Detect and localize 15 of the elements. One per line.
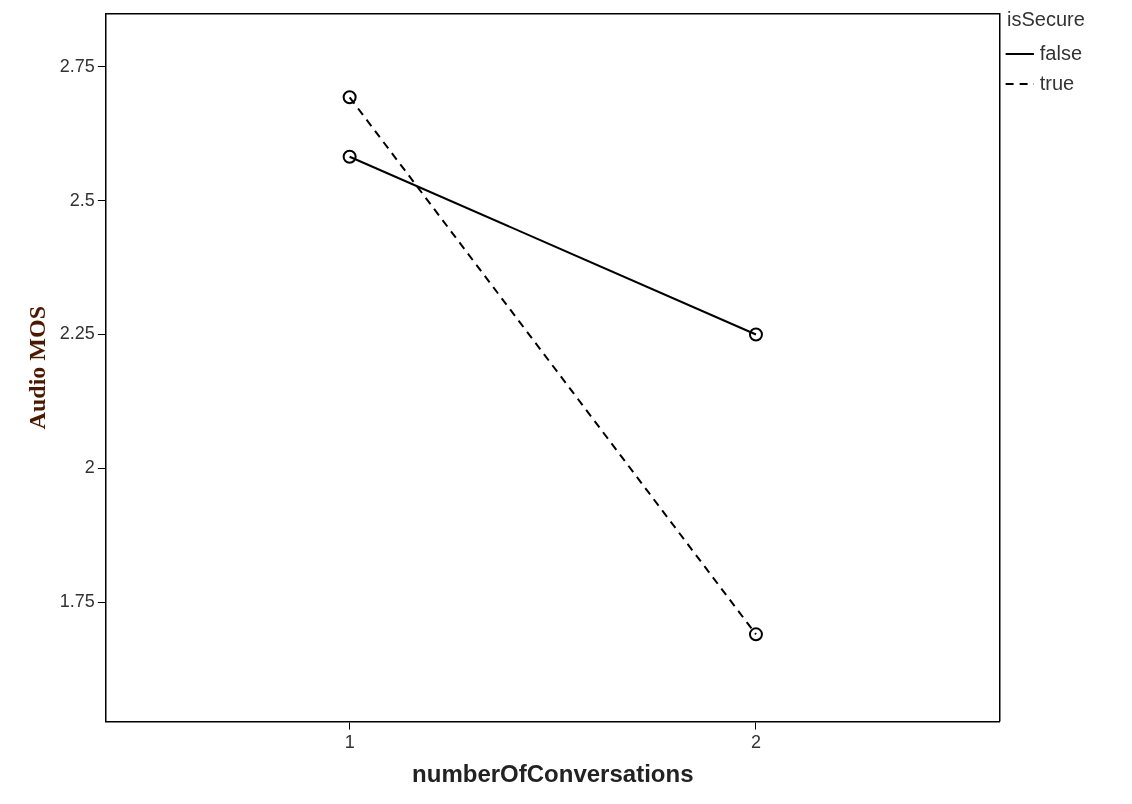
point [748,627,763,642]
legend-label: true [1039,71,1075,94]
y-tick-label: 1.75 [59,591,95,612]
y-tick-label: 2 [84,457,95,478]
legend-label: false [1039,41,1082,64]
legend-title: isSecure [1006,7,1085,30]
point [748,327,763,342]
y-tick-label: 2.25 [59,323,95,344]
point [342,90,357,105]
y-tick-label: 2.75 [59,55,95,76]
y-axis-title: Audio MOS [23,306,50,430]
x-tick-label: 1 [344,732,355,753]
point [342,149,357,164]
y-tick-label: 2.5 [69,189,95,210]
x-axis-title: numberOfConversations [412,760,694,788]
